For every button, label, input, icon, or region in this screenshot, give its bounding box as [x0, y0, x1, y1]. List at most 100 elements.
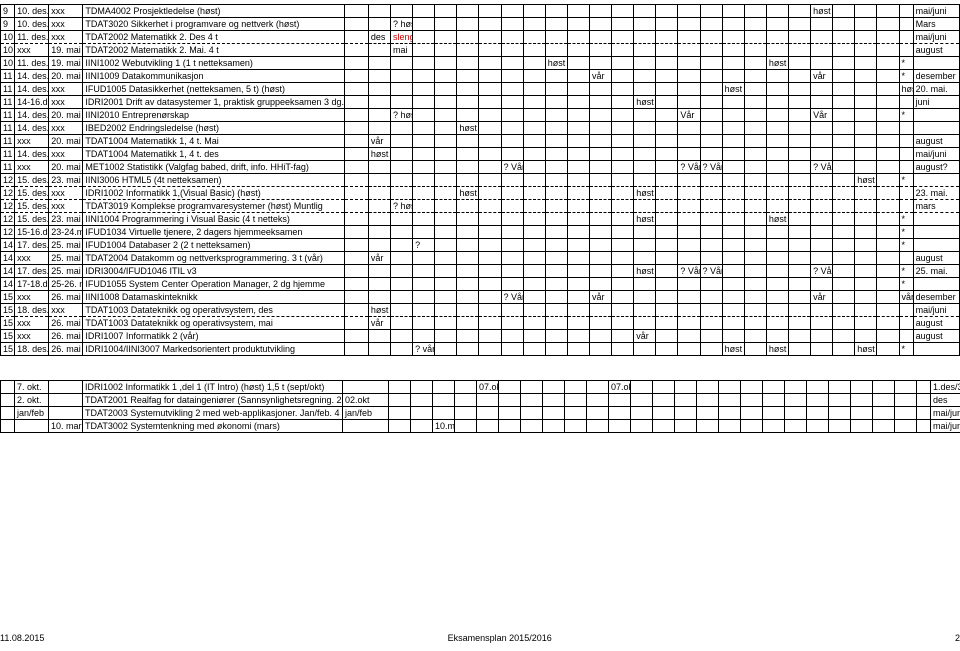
cell	[811, 83, 833, 96]
cell: 14. des.	[15, 148, 49, 161]
cell	[766, 252, 788, 265]
cell	[413, 226, 435, 239]
cell	[811, 122, 833, 135]
cell: høst	[722, 83, 744, 96]
cell	[368, 213, 390, 226]
cell	[344, 291, 368, 304]
cell	[589, 265, 611, 278]
cell	[479, 200, 501, 213]
cell	[523, 200, 545, 213]
cell: 12	[1, 213, 15, 226]
cell	[567, 122, 589, 135]
cell: TDAT3019 Komplekse programvaresystemer (…	[83, 200, 344, 213]
cell	[807, 394, 829, 407]
cell	[766, 330, 788, 343]
cell	[501, 57, 523, 70]
cell	[855, 31, 877, 44]
table-row: 15xxx26. maiIINI1008 Datamaskinteknikk? …	[1, 291, 960, 304]
cell: 02.okt	[343, 394, 389, 407]
cell	[722, 122, 744, 135]
cell	[435, 265, 457, 278]
cell	[391, 135, 413, 148]
cell: xxx	[15, 135, 49, 148]
cell: 25-26. mai	[49, 278, 83, 291]
cell	[899, 200, 913, 213]
cell	[913, 122, 959, 135]
cell	[343, 420, 389, 433]
cell	[678, 213, 700, 226]
cell: august	[913, 330, 959, 343]
cell: ? Vår	[700, 265, 722, 278]
table-row: 1215. des.23. maiIINI1004 Programmering …	[1, 213, 960, 226]
cell	[913, 109, 959, 122]
cell	[609, 420, 631, 433]
cell	[501, 330, 523, 343]
cell: mars	[913, 200, 959, 213]
cell: IINI2010 Entreprenørskap	[83, 109, 344, 122]
cell: 14	[1, 278, 15, 291]
cell: 20. mai	[49, 70, 83, 83]
cell	[833, 174, 855, 187]
cell	[435, 31, 457, 44]
cell	[788, 265, 810, 278]
cell	[501, 148, 523, 161]
cell: 10. des.	[15, 5, 49, 18]
cell: 25. mai.	[913, 265, 959, 278]
cell: 9	[1, 18, 15, 31]
cell	[656, 343, 678, 356]
cell: MET1002 Statistikk (Valgfag babed, drift…	[83, 161, 344, 174]
cell	[344, 31, 368, 44]
cell: xxx	[15, 161, 49, 174]
cell: vår	[589, 70, 611, 83]
cell	[877, 122, 899, 135]
cell	[855, 187, 877, 200]
cell: 25. mai	[49, 265, 83, 278]
cell	[678, 122, 700, 135]
cell	[523, 239, 545, 252]
cell: 11	[1, 148, 15, 161]
cell: 17-18.des	[15, 278, 49, 291]
cell: TDAT3002 Systemtenkning med økonomi (mar…	[83, 420, 343, 433]
cell	[899, 96, 913, 109]
table-row: 1518. des.xxxTDAT1003 Datateknikk og ope…	[1, 304, 960, 317]
cell	[587, 420, 609, 433]
cell	[368, 70, 390, 83]
cell: 15. des.	[15, 174, 49, 187]
cell	[612, 226, 634, 239]
cell	[344, 343, 368, 356]
cell	[612, 57, 634, 70]
cell	[368, 109, 390, 122]
cell	[567, 265, 589, 278]
cell	[457, 135, 479, 148]
cell	[744, 96, 766, 109]
cell	[877, 265, 899, 278]
cell	[656, 239, 678, 252]
cell	[851, 420, 873, 433]
cell: mai	[391, 44, 413, 57]
cell	[457, 174, 479, 187]
cell	[700, 135, 722, 148]
cell: 15. des.	[15, 213, 49, 226]
cell	[678, 5, 700, 18]
cell	[722, 135, 744, 148]
cell	[457, 343, 479, 356]
cell	[413, 304, 435, 317]
cell	[523, 5, 545, 18]
cell	[523, 122, 545, 135]
cell	[744, 278, 766, 291]
cell: IINI3006 HTML5 (4t netteksamen)	[83, 174, 344, 187]
cell: 26. mai	[49, 330, 83, 343]
cell	[722, 187, 744, 200]
cell	[567, 57, 589, 70]
cell	[788, 304, 810, 317]
cell	[479, 226, 501, 239]
cell	[457, 239, 479, 252]
cell	[545, 291, 567, 304]
cell: 14	[1, 239, 15, 252]
cell	[565, 394, 587, 407]
cell	[833, 278, 855, 291]
cell	[411, 394, 433, 407]
cell: 15	[1, 304, 15, 317]
cell	[634, 148, 656, 161]
cell	[344, 5, 368, 18]
